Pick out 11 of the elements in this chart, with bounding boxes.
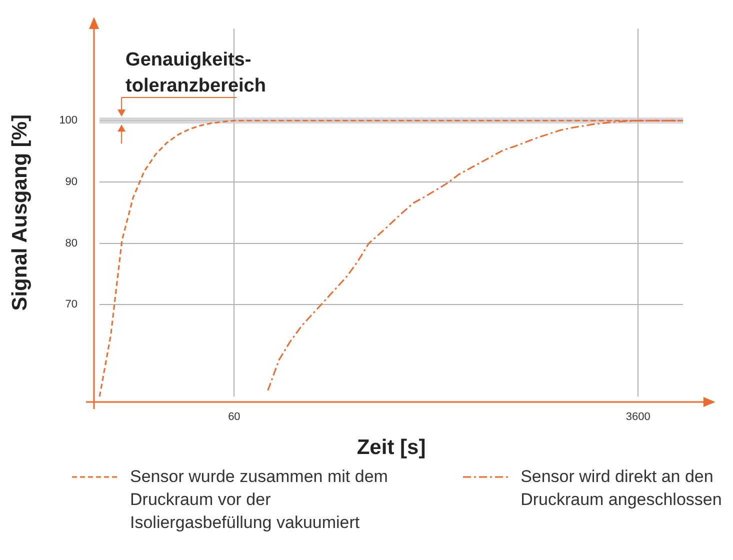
x-tick-label: 3600 (626, 411, 650, 424)
y-tick-label: 80 (65, 237, 78, 250)
y-tick-label: 100 (59, 114, 78, 127)
x-tick-label: 60 (228, 411, 240, 424)
legend-label: Sensor wurde zusammen mit dem Druckraum vor der Isoliergasbefüllung vakuumiert (130, 466, 389, 534)
legend-label: Sensor wird direkt an den Druckraum angeschlossen (520, 466, 723, 511)
y-tick-label: 70 (65, 298, 78, 311)
y-tick-label: 90 (65, 176, 78, 188)
x-axis-title: Zeit [s] (356, 436, 426, 460)
band-label: Genauigkeits-toleranzbereich (126, 50, 266, 97)
y-axis-title: Signal Ausgang [%] (8, 114, 32, 311)
